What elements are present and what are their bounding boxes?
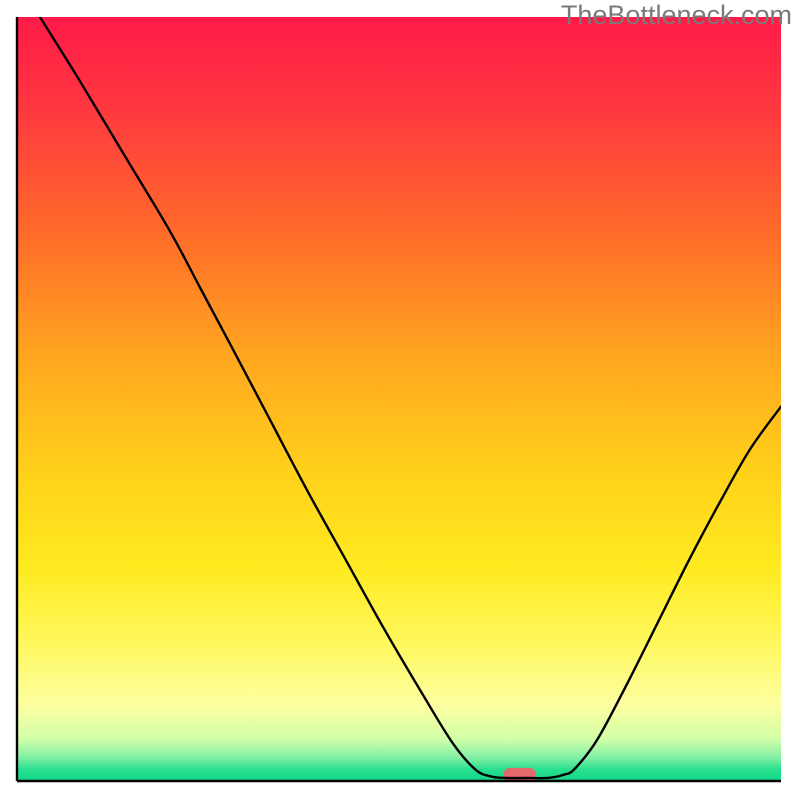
chart-svg [0, 0, 800, 800]
watermark-text: TheBottleneck.com [561, 0, 792, 31]
optimal-marker [503, 768, 536, 782]
gradient-fill [17, 17, 781, 781]
bottleneck-gradient-chart: TheBottleneck.com [0, 0, 800, 800]
